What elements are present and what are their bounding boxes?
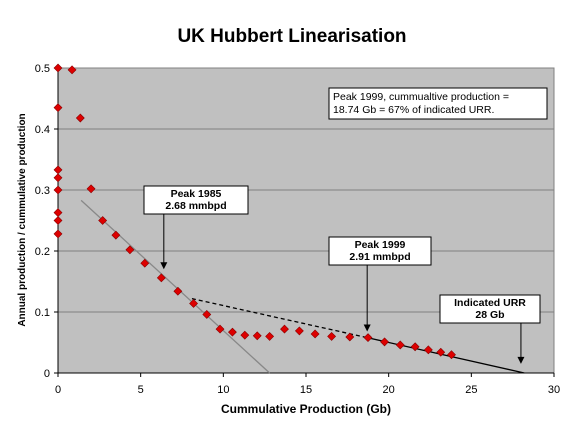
- data-point: [252, 331, 262, 341]
- annotation-box: [328, 236, 432, 266]
- data-point: [215, 324, 225, 334]
- y-tick-label: 0: [44, 368, 50, 380]
- data-point: [228, 327, 237, 337]
- arrow-head: [363, 324, 371, 332]
- data-point: [345, 332, 355, 342]
- data-point: [67, 65, 77, 75]
- data-point: [395, 340, 405, 350]
- data-points: [53, 63, 456, 360]
- chart-title: UK Hubbert Linearisation: [177, 26, 406, 47]
- annotation-box: [143, 185, 249, 215]
- arrow-head: [160, 262, 168, 270]
- data-point: [410, 342, 420, 352]
- data-point: [53, 185, 63, 195]
- x-tick-label: 0: [55, 384, 61, 396]
- data-point: [265, 331, 275, 341]
- data-point: [363, 333, 373, 343]
- annotation-text: Indicated URR: [454, 297, 526, 309]
- x-tick-label: 25: [465, 384, 477, 396]
- data-point: [310, 329, 320, 339]
- note-text: 18.74 Gb = 67% of indicated URR.: [333, 104, 494, 116]
- data-point: [447, 350, 456, 360]
- data-point: [86, 184, 96, 194]
- data-point: [240, 330, 250, 340]
- data-point: [380, 337, 389, 347]
- x-tick-label: 15: [300, 384, 312, 396]
- trend-line: [80, 199, 271, 374]
- x-tick-label: 5: [138, 384, 144, 396]
- y-tick-label: 0.3: [35, 185, 50, 197]
- annotation-text: Peak 1985: [171, 188, 222, 200]
- data-point: [156, 273, 166, 283]
- x-tick-label: 10: [217, 384, 229, 396]
- dashed-trend-line: [191, 297, 368, 339]
- x-tick-label: 20: [383, 384, 395, 396]
- note-text: Peak 1999, cummualtive production =: [333, 91, 509, 103]
- data-point: [327, 331, 337, 341]
- annotation-text: Peak 1999: [355, 239, 406, 251]
- data-point: [53, 216, 63, 225]
- annotation-text: 2.91 mmbpd: [349, 251, 410, 263]
- data-point: [436, 347, 446, 357]
- data-point: [53, 229, 63, 239]
- y-tick-label: 0.4: [35, 124, 50, 136]
- annotation-text: 28 Gb: [475, 309, 504, 321]
- data-point: [294, 326, 304, 336]
- y-axis-label: Annual production / cummulative producti…: [17, 113, 28, 326]
- trend-lines: [80, 199, 525, 374]
- data-point: [189, 299, 198, 308]
- trend-line: [367, 336, 525, 374]
- data-point: [75, 113, 85, 123]
- data-point: [53, 103, 63, 113]
- note: Peak 1999, cummualtive production =18.74…: [328, 87, 548, 120]
- annotation-box: [439, 294, 541, 324]
- annotation-text: 2.68 mmbpd: [165, 200, 226, 212]
- data-point: [111, 230, 121, 240]
- data-point: [173, 286, 183, 296]
- data-point: [280, 324, 289, 334]
- y-tick-label: 0.1: [35, 307, 50, 319]
- data-point: [140, 258, 150, 268]
- arrow-head: [517, 356, 525, 364]
- data-point: [125, 245, 135, 255]
- data-point: [98, 216, 108, 225]
- axes: 0 0.1 0.2 0.3 0.4 0.5 0 5 10 15 20 25 30: [35, 63, 560, 396]
- data-point: [53, 63, 63, 73]
- x-tick-label: 30: [548, 384, 560, 396]
- data-point: [53, 173, 63, 183]
- y-tick-label: 0.2: [35, 246, 50, 258]
- note-box: [328, 87, 548, 120]
- data-point: [423, 345, 433, 355]
- y-tick-label: 0.5: [35, 63, 50, 75]
- data-point: [202, 310, 212, 319]
- x-axis-label: Cummulative Production (Gb): [221, 402, 391, 416]
